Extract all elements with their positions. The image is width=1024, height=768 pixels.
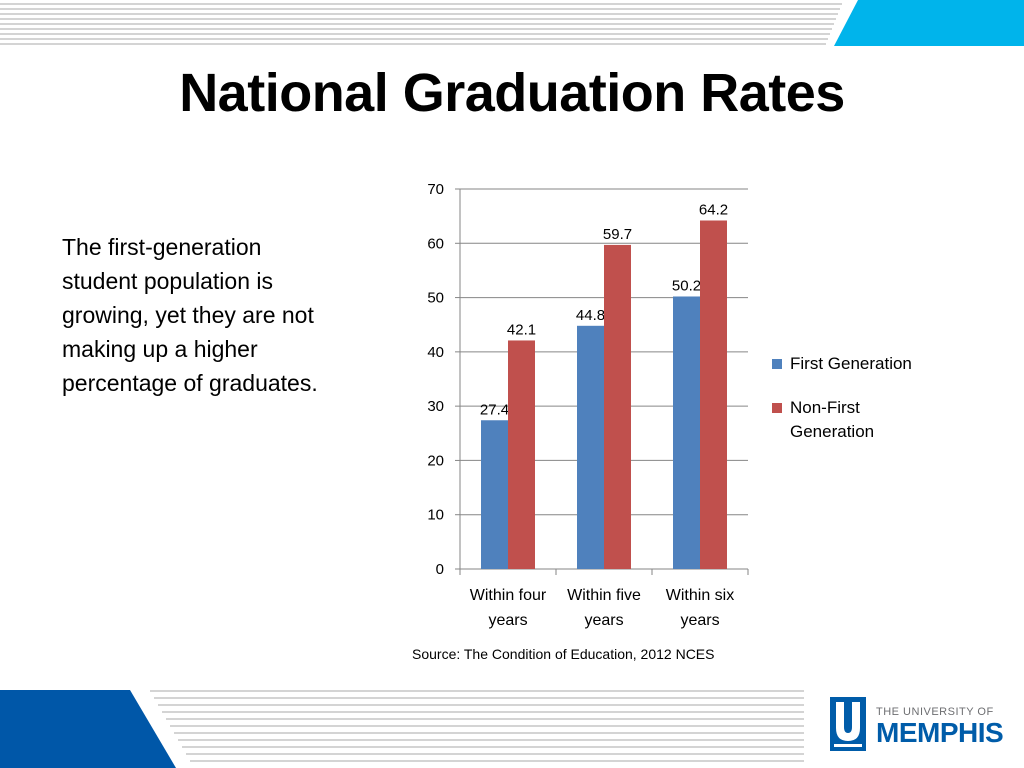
x-tick-label: years	[488, 612, 527, 629]
source-note: Source: The Condition of Education, 2012…	[412, 646, 715, 662]
y-tick-label: 0	[436, 561, 444, 578]
body-line: growing, yet they are not	[62, 302, 314, 328]
legend-swatch-non-first-generation	[772, 403, 782, 413]
legend-item-first-generation: First Generation	[772, 352, 912, 376]
legend-item-non-first-generation: Non-First Generation	[772, 396, 912, 444]
top-accent-bar	[834, 0, 1024, 46]
y-tick-label: 40	[427, 344, 444, 361]
x-tick-label: Within six	[666, 587, 734, 604]
top-decoration	[0, 0, 1024, 46]
y-tick-label: 30	[427, 398, 444, 415]
data-label: 44.8	[576, 307, 605, 324]
page-title: National Graduation Rates	[179, 63, 845, 123]
bar	[604, 244, 631, 569]
x-tick-label: years	[584, 612, 623, 629]
bottom-accent-bar	[0, 690, 176, 768]
bar	[700, 220, 727, 569]
x-tick-label: Within four	[470, 587, 547, 604]
y-tick-label: 60	[427, 235, 444, 252]
bottom-stripes	[150, 690, 804, 762]
bar	[673, 296, 700, 569]
data-label: 50.2	[672, 277, 701, 294]
legend-label: Non-First Generation	[790, 396, 912, 444]
memphis-u-logo-icon	[830, 697, 866, 751]
bottom-decoration	[0, 690, 804, 768]
y-tick-label: 70	[427, 181, 444, 198]
body-line: student population is	[62, 268, 273, 294]
legend-label-line: Non-First	[790, 398, 860, 417]
legend-label: First Generation	[790, 352, 912, 376]
top-stripes	[0, 3, 842, 45]
legend-swatch-first-generation	[772, 359, 782, 369]
data-label: 64.2	[699, 201, 728, 218]
x-tick-label: years	[680, 612, 719, 629]
graduation-rates-chart: 0 10 20 30 40 50 60 70 27.4 42.1 Within four years 4…	[427, 181, 749, 629]
y-tick-label: 20	[427, 452, 444, 469]
x-tick-label: Within five	[567, 587, 641, 604]
logo-text-line1: THE UNIVERSITY OF	[876, 706, 994, 718]
legend-label-line: First Generation	[790, 354, 912, 373]
data-label: 42.1	[507, 321, 536, 338]
body-line: The first-generation	[62, 234, 262, 260]
body-line: making up a higher	[62, 336, 258, 362]
data-label: 27.4	[480, 401, 509, 418]
bar	[508, 340, 535, 569]
bar	[481, 420, 508, 569]
body-text: The first-generation student population …	[62, 230, 382, 400]
university-logo: THE UNIVERSITY OF MEMPHIS	[830, 697, 1004, 753]
y-tick-label: 50	[427, 290, 444, 307]
y-tick-label: 10	[427, 507, 444, 524]
logo-text-line2: MEMPHIS	[876, 717, 1004, 748]
body-line: percentage of graduates.	[62, 370, 318, 396]
chart-legend: First Generation Non-First Generation	[772, 352, 912, 444]
legend-label-line: Generation	[790, 422, 875, 441]
bar	[577, 325, 604, 569]
data-label: 59.7	[603, 226, 632, 243]
